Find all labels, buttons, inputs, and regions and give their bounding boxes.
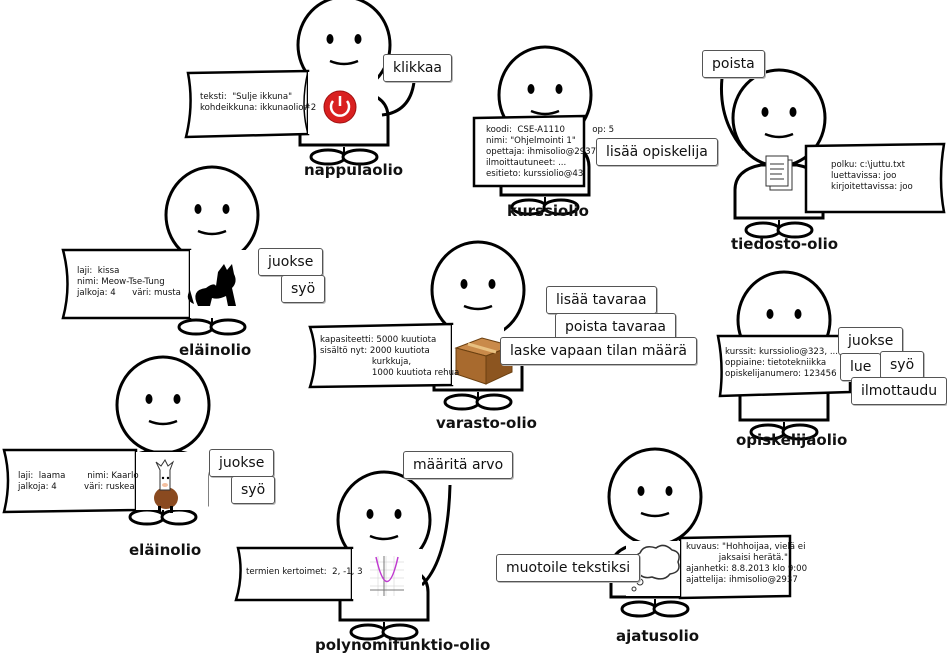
figure-elainolio-laama xyxy=(2,355,211,526)
method-klikkaa-button[interactable]: klikkaa xyxy=(383,54,453,82)
figure-opiskelijaolio xyxy=(716,270,852,441)
method-juokse-button-1[interactable]: juokse xyxy=(258,248,324,276)
figure-kurssiolio xyxy=(472,45,593,216)
title-varasto-olio: varasto-olio xyxy=(436,414,537,432)
method-poista-button[interactable]: poista xyxy=(702,50,765,78)
method-muotoile-tekstiksi-button[interactable]: muotoile tekstiksi xyxy=(496,554,641,582)
title-nappulaolio: nappulaolio xyxy=(304,161,404,179)
document-icon xyxy=(765,155,793,191)
llama-icon xyxy=(154,459,178,513)
title-opiskelijaolio: opiskelijaolio xyxy=(736,431,848,449)
title-kurssiolio: kurssiolio xyxy=(507,202,589,220)
method-syo-button-1[interactable]: syö xyxy=(281,275,326,303)
info-elainolio-2: laji: laama nimi: Kaarlo jalkoja: 4 väri:… xyxy=(18,471,139,492)
method-lisaa-opiskelija-button[interactable]: lisää opiskelija xyxy=(596,138,718,166)
figure-tiedosto-olio xyxy=(719,68,946,239)
method-lisaa-tavaraa-button[interactable]: lisää tavaraa xyxy=(546,286,657,314)
info-tiedosto-olio: polku: c:\juttu.txt luettavissa: joo kirjo… xyxy=(831,160,913,192)
method-syo-button-2[interactable]: syö xyxy=(231,476,276,504)
title-ajatusolio: ajatusolio xyxy=(616,627,700,645)
info-kurssiolio: koodi: CSE-A1110 op: 5 nimi: "Ohjelmointi… xyxy=(486,125,615,179)
power-icon xyxy=(323,90,357,124)
method-juokse-button-3[interactable]: juokse xyxy=(838,327,904,355)
method-juokse-button-2[interactable]: juokse xyxy=(209,449,275,477)
title-elainolio-2: eläinolio xyxy=(129,541,202,559)
method-ilmottaudu-button[interactable]: ilmottaudu xyxy=(851,377,947,405)
info-nappulaolio: teksti: "Sulje ikkuna" kohdeikkuna: ikkun… xyxy=(200,92,317,113)
method-laske-vapaan-tilan-maara-button[interactable]: laske vapaan tilan määrä xyxy=(500,337,697,365)
method-syo-button-3[interactable]: syö xyxy=(880,351,925,379)
cat-icon xyxy=(187,264,236,306)
info-varasto-olio: kapasiteetti: 5000 kuutiota sisältö nyt: … xyxy=(320,335,460,378)
title-elainolio-1: eläinolio xyxy=(179,341,252,359)
figure-nappulaolio xyxy=(184,0,416,166)
figure-polynomifunktio-olio xyxy=(234,470,452,641)
figure-varasto-olio xyxy=(308,240,526,411)
method-maarita-arvo-button[interactable]: määritä arvo xyxy=(403,451,514,479)
parabola-icon xyxy=(370,556,404,596)
info-ajatusolio: kuvaus: "Hohhoijaa, vielä ei jaksaisi he… xyxy=(686,542,808,585)
title-tiedosto-olio: tiedosto-olio xyxy=(731,235,839,253)
thought-cloud-icon xyxy=(631,544,680,592)
figure-ajatusolio xyxy=(607,447,792,618)
method-poista-tavaraa-button[interactable]: poista tavaraa xyxy=(555,313,677,341)
info-polynomifunktio-olio: termien kertoimet: 2, -1, 3 xyxy=(246,567,363,577)
info-elainolio-1: laji: kissa nimi: Meow-Tse-Tung jalkoja: 4… xyxy=(77,266,181,298)
info-opiskelijaolio: kurssit: kurssiolio@323, ... oppiaine: ti… xyxy=(725,347,839,379)
figure-elainolio-kissa xyxy=(61,165,260,336)
title-polynomifunktio-olio: polynomifunktio-olio xyxy=(315,636,491,654)
